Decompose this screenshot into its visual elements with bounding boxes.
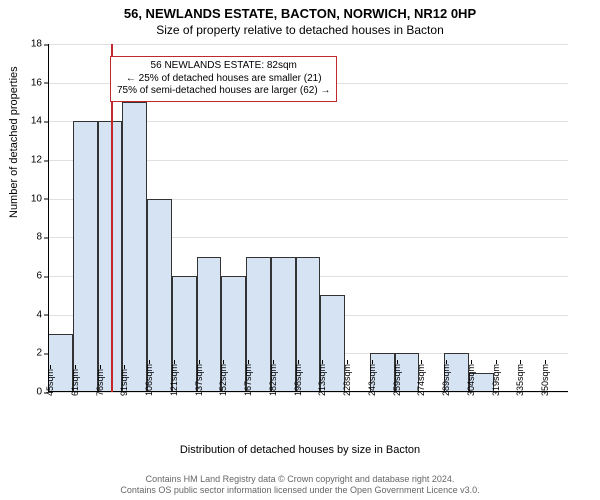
x-tick-label: 45sqm [45,369,55,396]
y-tick-label: 14 [31,116,48,127]
x-tick-label: 274sqm [416,364,426,396]
footer-attribution: Contains HM Land Registry data © Crown c… [0,474,600,496]
chart-plot-area: 024681012141618 45sqm61sqm76sqm91sqm106s… [48,44,568,392]
y-tick-label: 18 [31,39,48,50]
footer-line1: Contains HM Land Registry data © Crown c… [0,474,600,485]
annotation-line1: 56 NEWLANDS ESTATE: 82sqm [117,60,330,73]
y-tick-label: 8 [36,232,48,243]
x-tick-label: 213sqm [317,364,327,396]
y-tick-label: 10 [31,193,48,204]
x-tick-label: 304sqm [466,364,476,396]
y-tick-label: 6 [36,271,48,282]
y-axis-label: Number of detached properties [8,66,20,218]
annotation-line2: ← 25% of detached houses are smaller (21… [117,73,330,86]
gridline [48,44,568,45]
x-tick-label: 319sqm [491,364,501,396]
y-tick-label: 2 [36,348,48,359]
x-tick-label: 182sqm [268,364,278,396]
chart-title-main: 56, NEWLANDS ESTATE, BACTON, NORWICH, NR… [0,0,600,21]
x-tick-label: 106sqm [144,364,154,396]
x-tick-label: 243sqm [367,364,377,396]
chart-title-sub: Size of property relative to detached ho… [0,21,600,37]
histogram-bar [73,121,98,392]
x-tick-label: 91sqm [119,369,129,396]
x-tick-label: 61sqm [70,369,80,396]
y-axis-line [48,44,49,392]
x-tick-label: 137sqm [194,364,204,396]
y-tick-label: 16 [31,77,48,88]
annotation-box: 56 NEWLANDS ESTATE: 82sqm ← 25% of detac… [110,56,337,102]
x-tick-label: 350sqm [540,364,550,396]
x-axis-label: Distribution of detached houses by size … [0,444,600,456]
histogram-bar [122,102,147,392]
x-tick-label: 228sqm [342,364,352,396]
x-tick-label: 167sqm [243,364,253,396]
x-tick-label: 152sqm [218,364,228,396]
annotation-line3: 75% of semi-detached houses are larger (… [117,85,330,98]
x-tick-label: 259sqm [392,364,402,396]
x-tick-label: 198sqm [293,364,303,396]
y-tick-label: 4 [36,309,48,320]
footer-line2: Contains OS public sector information li… [0,485,600,496]
x-tick-label: 121sqm [169,364,179,396]
x-tick-label: 289sqm [441,364,451,396]
y-tick-label: 12 [31,155,48,166]
x-tick-label: 335sqm [515,364,525,396]
histogram-bar [98,121,123,392]
x-tick-label: 76sqm [95,369,105,396]
